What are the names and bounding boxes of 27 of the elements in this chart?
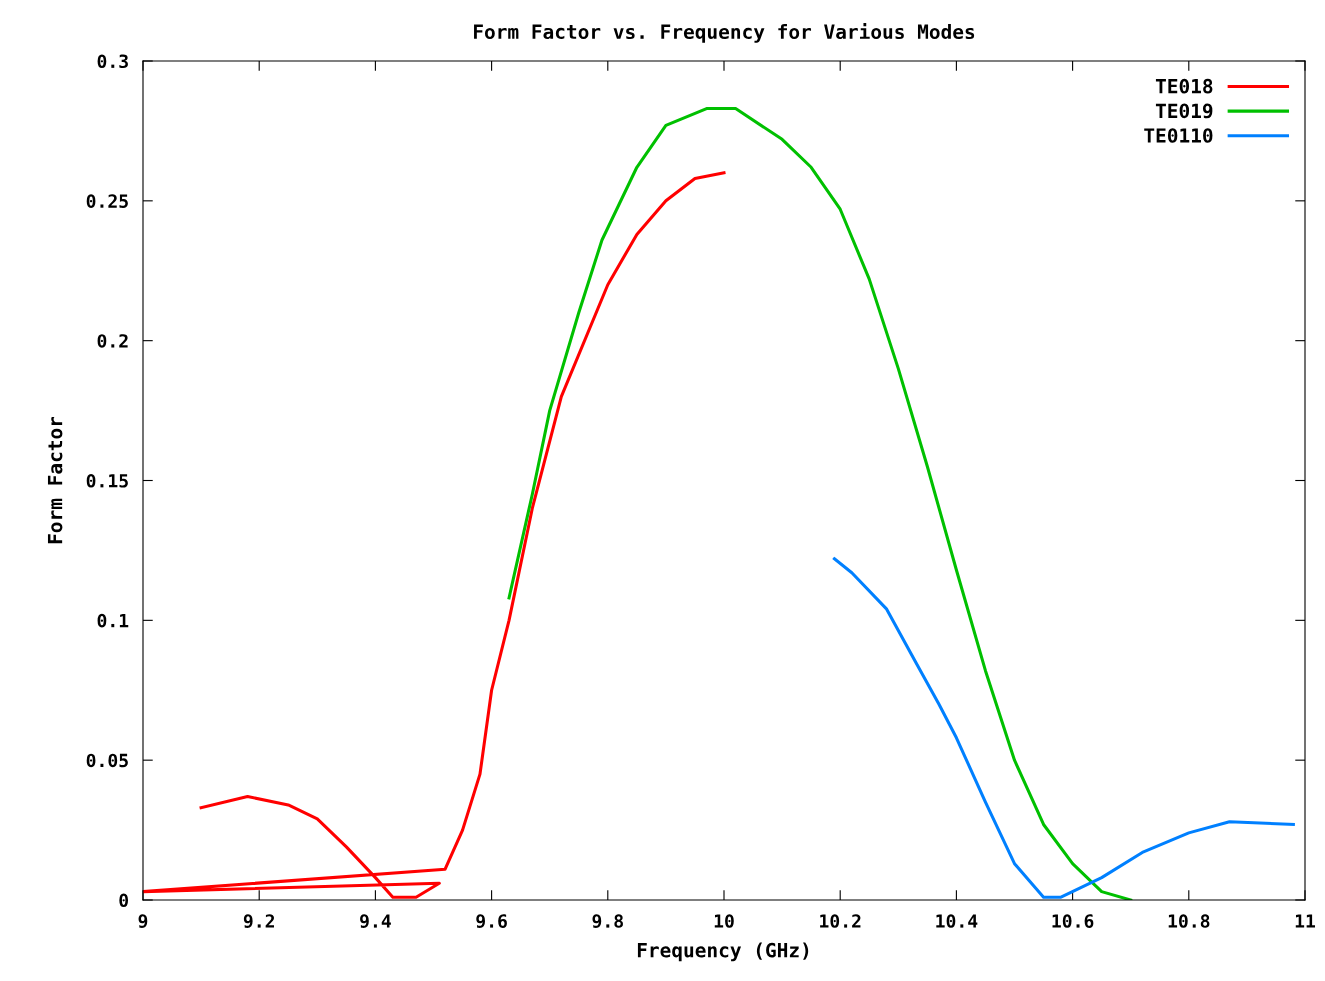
- x-tick-label: 10.2: [820, 914, 861, 928]
- x-tick-label: 9.6: [476, 914, 507, 928]
- x-tick-label: 11: [1295, 914, 1316, 928]
- x-tick-label: 10.6: [1052, 914, 1094, 928]
- y-tick-label: 0.2: [97, 334, 128, 348]
- legend-label: TE019: [1155, 103, 1213, 119]
- line-series: [143, 171, 726, 899]
- line-series: [832, 557, 1295, 899]
- y-axis-title: Form Factor: [47, 416, 63, 544]
- x-tick-label: 9: [138, 914, 148, 928]
- x-tick-label: 9.4: [360, 914, 391, 928]
- x-tick-label: 10: [714, 914, 734, 928]
- x-axis-title: Frequency (GHz): [637, 942, 809, 962]
- y-tick-label: 0.1: [97, 613, 129, 628]
- x-tick-label: 10.4: [936, 914, 978, 928]
- y-tick-label: 0.3: [97, 54, 128, 69]
- x-tick-label: 9.2: [243, 914, 275, 928]
- y-tick-label: 0: [119, 893, 129, 908]
- line-series: [507, 107, 1133, 900]
- y-tick-label: 0.05: [86, 753, 128, 768]
- x-tick-label: 9.8: [592, 914, 623, 928]
- legend-label: TE018: [1155, 78, 1213, 94]
- legend-label: TE0110: [1144, 128, 1213, 143]
- x-tick-label: 10.8: [1168, 914, 1210, 928]
- y-tick-label: 0.15: [86, 473, 128, 488]
- y-tick-label: 0.25: [86, 194, 128, 208]
- chart-title: Form Factor vs. Frequency for Various Modes: [474, 22, 975, 43]
